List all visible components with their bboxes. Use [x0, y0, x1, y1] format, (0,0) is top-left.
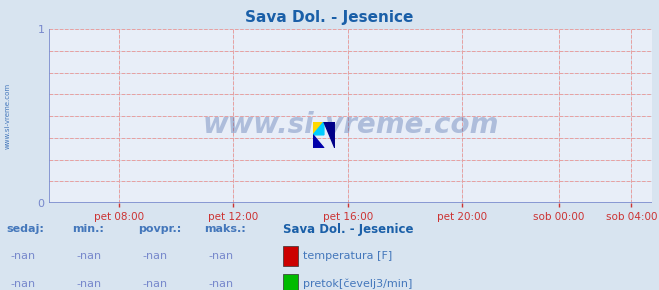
Text: -nan: -nan — [11, 251, 36, 261]
Polygon shape — [313, 122, 324, 135]
Text: Sava Dol. - Jesenice: Sava Dol. - Jesenice — [245, 10, 414, 25]
Text: www.si-vreme.com: www.si-vreme.com — [203, 111, 499, 139]
Polygon shape — [313, 122, 324, 135]
Text: -nan: -nan — [208, 278, 233, 289]
Text: Sava Dol. - Jesenice: Sava Dol. - Jesenice — [283, 223, 414, 235]
Text: www.si-vreme.com: www.si-vreme.com — [4, 83, 11, 149]
Bar — [283, 246, 298, 266]
Polygon shape — [324, 122, 335, 148]
Text: povpr.:: povpr.: — [138, 224, 182, 234]
Text: -nan: -nan — [76, 278, 101, 289]
Text: temperatura [F]: temperatura [F] — [303, 251, 392, 261]
Text: -nan: -nan — [11, 278, 36, 289]
Text: -nan: -nan — [208, 251, 233, 261]
Text: -nan: -nan — [76, 251, 101, 261]
Text: maks.:: maks.: — [204, 224, 246, 234]
Bar — [283, 274, 298, 290]
Text: -nan: -nan — [142, 278, 167, 289]
Text: -nan: -nan — [142, 251, 167, 261]
Text: min.:: min.: — [72, 224, 104, 234]
Text: pretok[čevelj3/min]: pretok[čevelj3/min] — [303, 278, 413, 289]
Polygon shape — [313, 135, 324, 148]
Text: sedaj:: sedaj: — [7, 224, 44, 234]
